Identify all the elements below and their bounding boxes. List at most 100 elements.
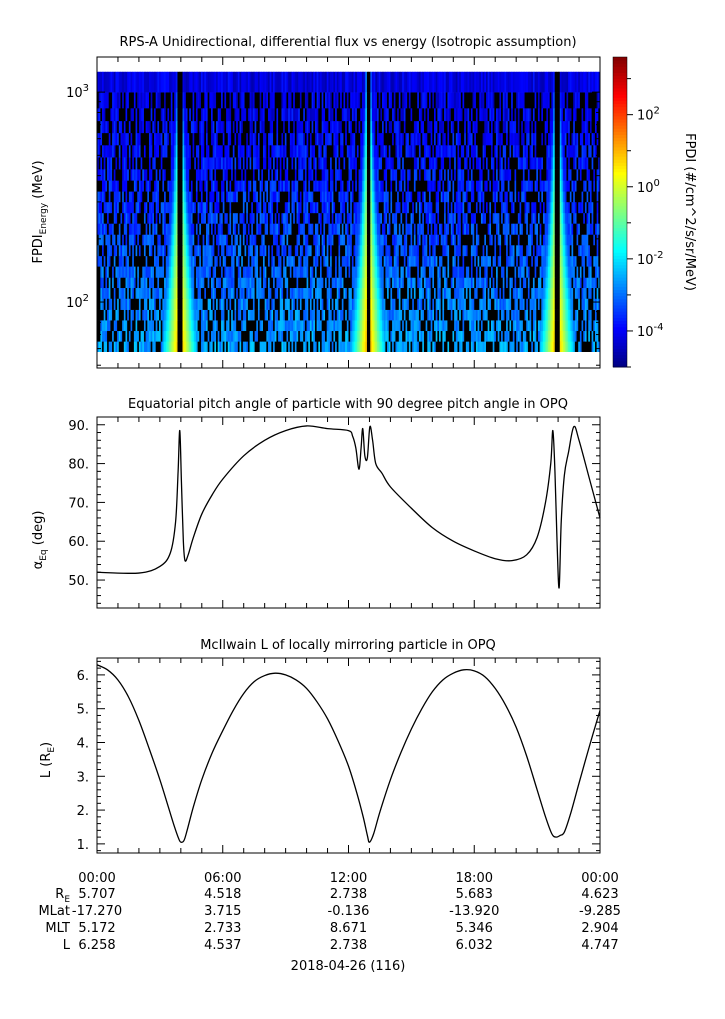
spectrogram-cell [299,341,302,352]
spectrogram-cell [593,320,596,332]
spectrogram-cell [286,201,289,214]
spectrogram-cell [482,212,485,224]
spectrogram-cell [492,287,495,299]
spectrogram-cell [299,223,302,235]
spectrogram-cell [308,330,311,342]
spectrogram-cell [472,191,475,203]
spectrogram-cell [576,330,579,342]
spectrogram-cell [113,266,116,278]
spectrogram-cell [527,298,530,310]
spectrogram-cell [425,330,428,342]
spectrogram-cell [350,309,353,321]
spectrogram-cell [330,309,333,321]
spectrogram-cell [97,201,100,214]
spectrogram-cell [274,212,277,224]
spectrogram-cell [236,298,239,310]
spectrogram-cell [289,191,292,203]
spectrogram-cell [170,266,173,278]
spectrogram-cell [142,234,145,246]
spectrogram-cell [548,234,551,246]
spectrogram-cell [581,201,584,214]
spectrogram-cell [576,309,579,321]
spectrogram-cell [524,330,527,342]
spectrogram-cell [132,277,135,289]
spectrogram-cell [108,244,111,257]
spectrogram-cell [544,341,547,352]
spectrogram-cell [299,330,302,342]
spectrogram-cell [440,330,443,342]
spectrogram-cell [341,341,344,352]
spectrogram-cell [100,320,103,332]
spectrogram-cell [511,298,514,310]
spectrogram-cell [417,341,420,352]
spectrogram-cell [444,191,447,203]
spectrogram-cell [182,223,185,235]
spectrogram-cell [202,244,205,257]
spectrogram-cell [234,309,237,321]
spectrogram-cell [496,341,499,352]
spectrogram-cell [150,287,153,299]
spectrogram-cell [358,180,361,192]
spectrogram-cell [563,309,566,321]
spectrogram-cell [514,244,517,257]
spectrogram-cell [388,169,391,181]
spectrogram-cell [390,212,393,224]
spectrogram-cell [120,223,123,235]
spectrogram-cell [105,298,108,310]
spectrogram-cell [509,180,512,192]
spectrogram-cell [485,212,489,224]
spectrogram-cell [541,244,544,257]
spectrogram-cell [110,191,113,203]
spectrogram-cell [296,169,299,181]
spectrogram-cell [395,309,398,321]
spectrogram-cell [534,212,537,224]
spectrogram-cell [246,212,249,224]
spectrogram-cell [583,309,586,321]
spectrogram-cell [365,341,368,352]
spectrogram-cell [321,234,324,246]
spectrogram-cell [439,266,442,278]
spectrogram-cell [390,201,393,214]
spectrogram-cell [539,201,542,214]
spectrogram-cell [98,180,101,192]
spectrogram-cell [420,201,423,214]
spectrogram-cell [395,298,398,310]
spectrogram-cell [147,244,150,257]
spectrogram-cell [480,309,484,321]
spectrogram-cell [105,234,108,246]
spectrogram-cell [128,169,131,181]
spectrogram-cell [549,320,552,332]
spectrogram-cell [363,255,366,267]
spectrogram-cell [189,223,192,235]
spectrogram-cell [138,341,141,352]
spectrogram-cell [395,191,398,203]
spectrogram-cell [217,234,220,246]
spectrogram-cell [591,330,594,342]
spectrogram-cell [120,234,123,246]
spectrogram-cell [340,212,343,224]
spectrogram-cell [489,255,492,267]
spectrogram-cell [157,320,160,332]
spectrogram-cell [226,180,229,192]
spectrogram-cell [539,341,542,352]
spectrogram-cell [345,223,348,235]
spectrogram-cell [516,234,519,246]
spectrogram-cell [363,191,366,203]
spectrogram-cell [192,309,195,321]
spectrogram-cell [383,201,386,214]
spectrogram-cell [283,244,286,257]
spectrogram-cell [442,201,445,214]
spectrogram-cell [542,330,546,342]
spectrogram-cell [138,234,141,246]
spectrogram-cell [360,298,363,310]
spectrogram-cell [304,287,307,299]
spectrogram-cell [573,255,576,267]
spectrogram-cell [579,287,582,299]
spectrogram-cell [211,341,214,352]
spectrogram-cell [138,201,141,214]
spectrogram-cell [428,244,432,257]
spectrogram-cell [221,330,224,342]
spectrogram-cell [155,287,158,299]
spectrogram-cell [100,169,103,181]
spectrogram-cell [207,255,210,267]
